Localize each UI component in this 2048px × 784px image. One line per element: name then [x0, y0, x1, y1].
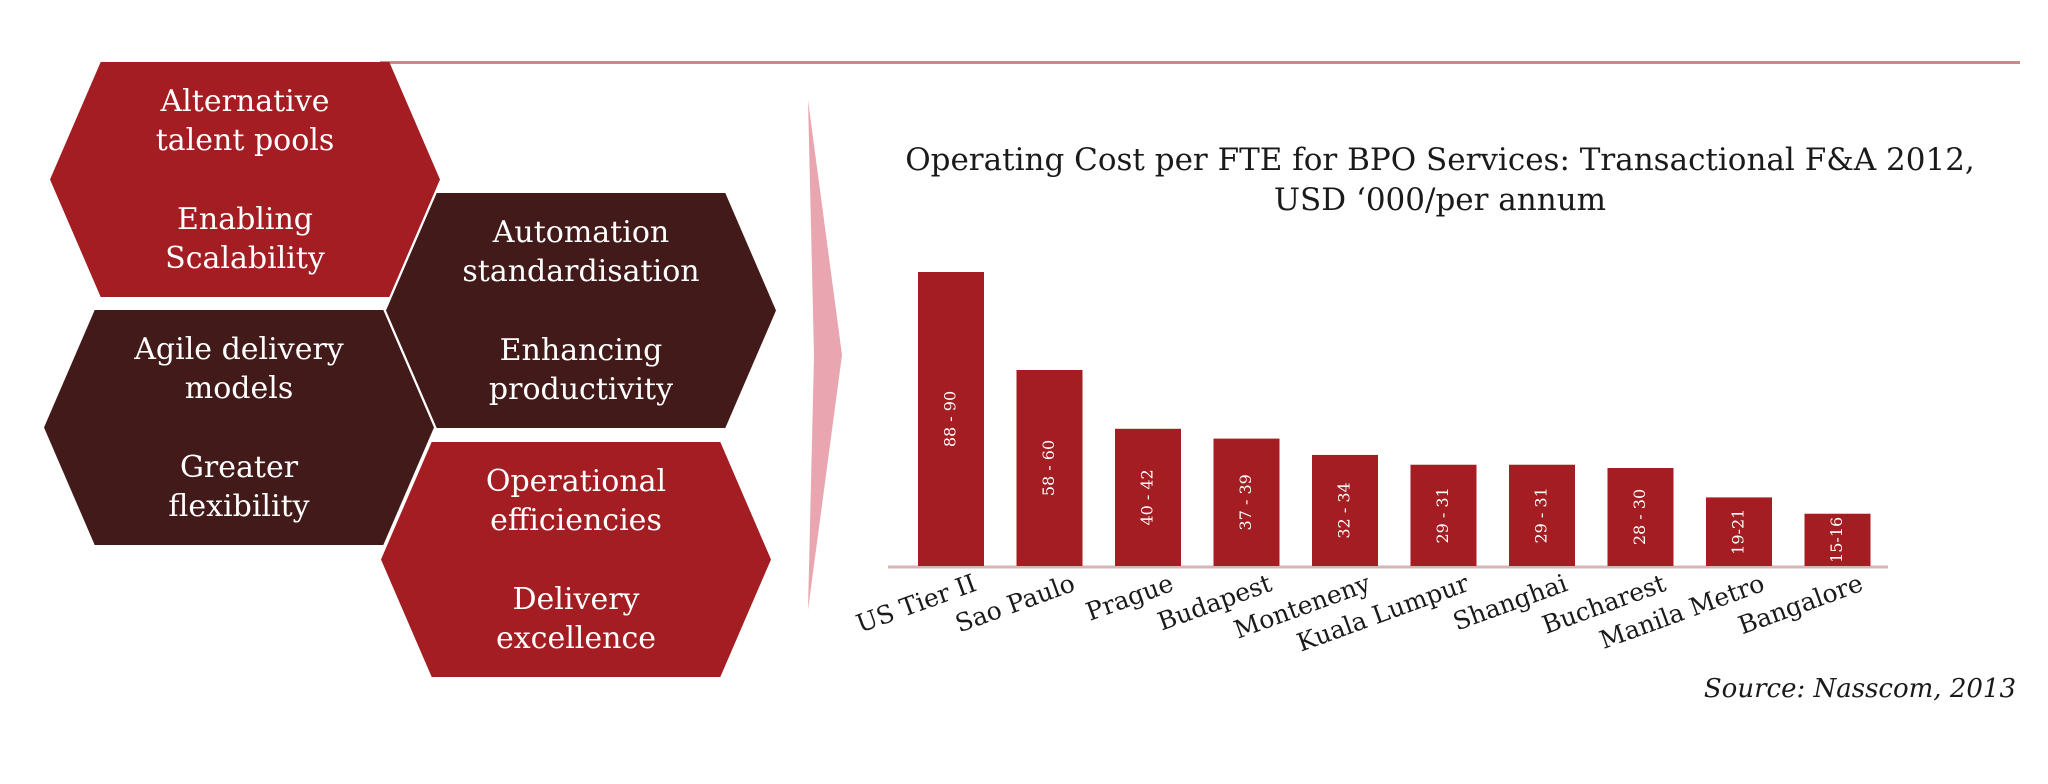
- data-label: 40 - 42: [1138, 469, 1157, 525]
- bar: [1213, 438, 1280, 566]
- hexagon-text: efficiencies: [490, 502, 662, 538]
- data-label: 58 - 60: [1039, 440, 1058, 496]
- data-label: 29 - 31: [1532, 487, 1551, 543]
- hexagon-text: Agile delivery: [134, 331, 344, 367]
- data-label: 32 - 34: [1335, 482, 1354, 538]
- hexagon-text: talent pools: [155, 122, 335, 158]
- hexagon-text: flexibility: [168, 488, 310, 524]
- bar: [918, 272, 984, 566]
- bar: [1410, 464, 1477, 566]
- hexagon-text: Scalability: [165, 240, 325, 276]
- hexagon-text: Delivery: [512, 581, 640, 617]
- chevron-arrow-icon: [808, 100, 842, 610]
- bar: [1312, 454, 1378, 566]
- hexagon-text: standardisation: [462, 253, 700, 289]
- chart-title-line1: Operating Cost per FTE for BPO Services:…: [905, 142, 1975, 178]
- hexagon-text: models: [184, 370, 294, 406]
- bar: [1804, 513, 1871, 566]
- bar: [1607, 468, 1674, 566]
- hexagon-talent-pools: Alternative talent pools Enabling Scalab…: [50, 62, 440, 297]
- hexagon-agile-delivery: Agile delivery models Greater flexibilit…: [44, 310, 434, 545]
- chart-title-line2: USD ‘000/per annum: [1273, 182, 1607, 218]
- data-label: 28 - 30: [1630, 489, 1649, 545]
- hexagon-text: Enhancing: [499, 332, 663, 368]
- bar: [1706, 497, 1772, 566]
- hexagon-text: Greater: [179, 449, 299, 485]
- hexagon-operational: Operational efficiencies Delivery excell…: [381, 442, 771, 677]
- hexagon-text: Alternative: [160, 83, 330, 119]
- hexagon-text: Automation: [492, 214, 670, 250]
- hexagon-text: productivity: [488, 371, 674, 407]
- hexagon-text: Operational: [485, 463, 667, 499]
- data-label: 19-21: [1729, 509, 1748, 555]
- source-note: Source: Nasscom, 2013: [1703, 674, 2016, 704]
- chart-title: Operating Cost per FTE for BPO Services:…: [880, 140, 2000, 220]
- bar: [1509, 464, 1575, 566]
- hexagon-automation: Automation standardisation Enhancing pro…: [386, 193, 776, 428]
- data-label: 88 - 90: [941, 391, 960, 447]
- top-rule: [380, 61, 2020, 64]
- data-label: 29 - 31: [1433, 487, 1452, 543]
- data-label: 37 - 39: [1236, 474, 1255, 530]
- hexagon-text: excellence: [495, 620, 657, 656]
- hexagon-text: Enabling: [176, 201, 314, 237]
- data-label: 15-16: [1827, 517, 1846, 563]
- bar: [1115, 428, 1181, 566]
- bar: [1016, 370, 1083, 566]
